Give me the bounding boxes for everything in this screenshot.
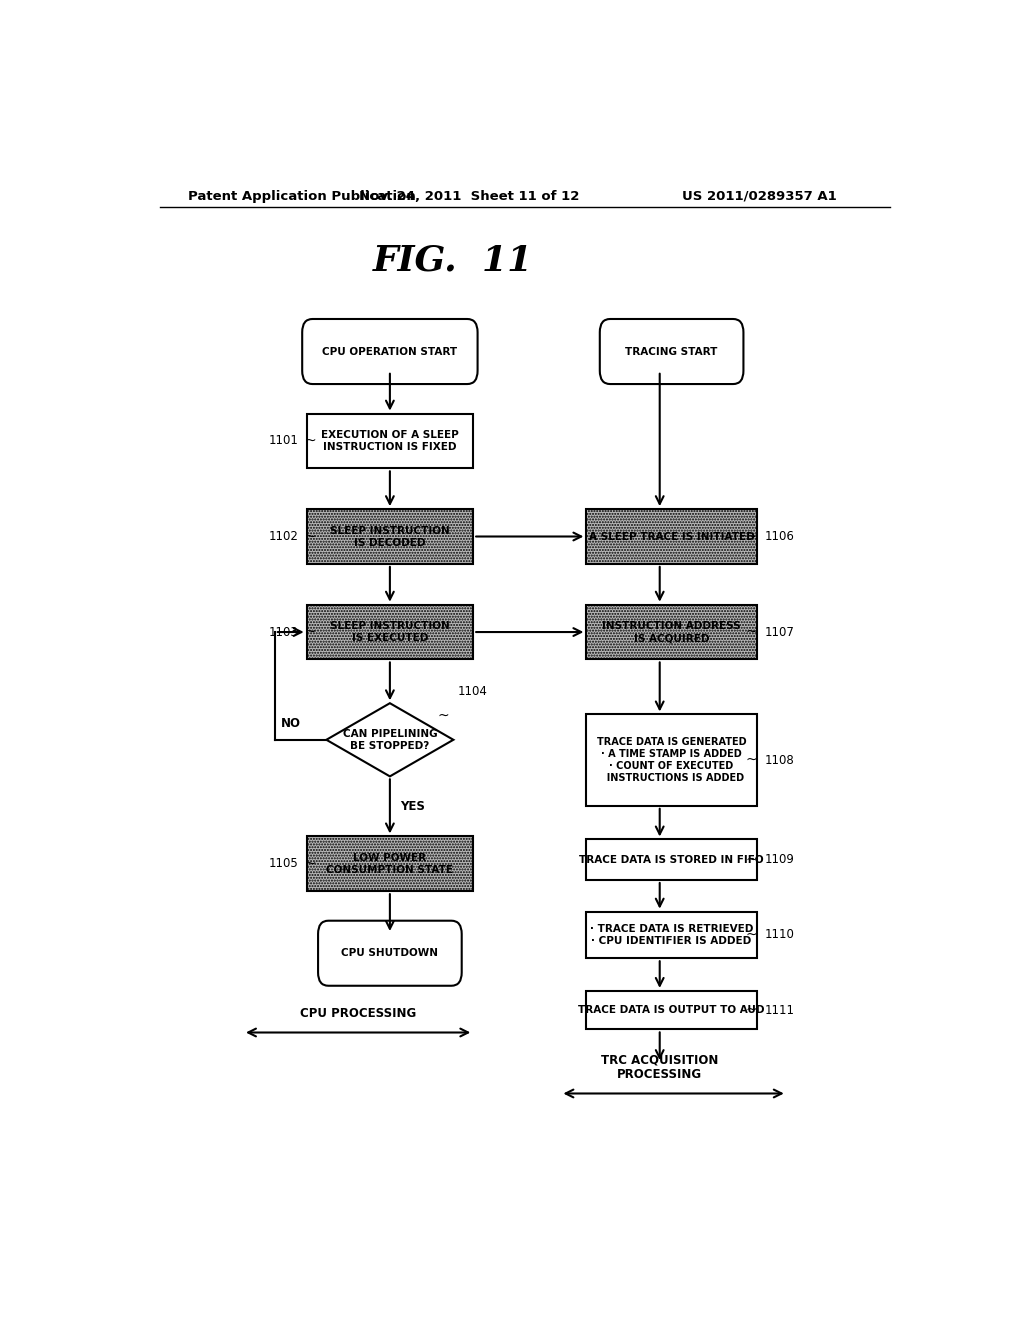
Text: 1109: 1109: [765, 853, 795, 866]
FancyBboxPatch shape: [302, 319, 477, 384]
Text: CPU OPERATION START: CPU OPERATION START: [323, 347, 458, 356]
FancyBboxPatch shape: [587, 840, 757, 880]
Text: ~: ~: [305, 626, 316, 639]
Text: ~: ~: [305, 529, 316, 544]
FancyBboxPatch shape: [306, 837, 473, 891]
FancyBboxPatch shape: [587, 991, 757, 1030]
Text: 1107: 1107: [765, 626, 795, 639]
Text: Patent Application Publication: Patent Application Publication: [187, 190, 416, 202]
FancyBboxPatch shape: [587, 605, 757, 660]
Text: SLEEP INSTRUCTION
IS DECODED: SLEEP INSTRUCTION IS DECODED: [330, 525, 450, 548]
Text: 1106: 1106: [765, 531, 795, 543]
Text: 1110: 1110: [765, 928, 795, 941]
Text: 1102: 1102: [268, 531, 299, 543]
Text: TRACE DATA IS GENERATED
· A TIME STAMP IS ADDED
· COUNT OF EXECUTED
  INSTRUCTIO: TRACE DATA IS GENERATED · A TIME STAMP I…: [597, 737, 746, 783]
Text: US 2011/0289357 A1: US 2011/0289357 A1: [682, 190, 837, 202]
Text: ~: ~: [438, 709, 450, 722]
Text: TRACING START: TRACING START: [626, 347, 718, 356]
FancyBboxPatch shape: [306, 605, 473, 660]
Text: 1105: 1105: [269, 857, 299, 870]
Text: Nov. 24, 2011  Sheet 11 of 12: Nov. 24, 2011 Sheet 11 of 12: [359, 190, 580, 202]
Text: ~: ~: [745, 853, 757, 867]
Text: INSTRUCTION ADDRESS
IS ACQUIRED: INSTRUCTION ADDRESS IS ACQUIRED: [602, 620, 741, 643]
Text: ~: ~: [745, 529, 757, 544]
FancyBboxPatch shape: [587, 510, 757, 564]
FancyBboxPatch shape: [587, 912, 757, 958]
Text: SLEEP INSTRUCTION
IS EXECUTED: SLEEP INSTRUCTION IS EXECUTED: [330, 620, 450, 643]
Text: ~: ~: [745, 754, 757, 767]
Text: 1101: 1101: [268, 434, 299, 447]
Text: 1108: 1108: [765, 754, 795, 767]
Text: CPU SHUTDOWN: CPU SHUTDOWN: [341, 948, 438, 958]
Text: 1111: 1111: [765, 1003, 795, 1016]
Text: ~: ~: [745, 1003, 757, 1018]
FancyBboxPatch shape: [306, 413, 473, 469]
FancyBboxPatch shape: [306, 510, 473, 564]
Text: A SLEEP TRACE IS INITIATED: A SLEEP TRACE IS INITIATED: [589, 532, 755, 541]
Polygon shape: [327, 704, 454, 776]
Text: EXECUTION OF A SLEEP
INSTRUCTION IS FIXED: EXECUTION OF A SLEEP INSTRUCTION IS FIXE…: [321, 430, 459, 451]
Text: ~: ~: [305, 434, 316, 447]
Text: ~: ~: [305, 857, 316, 871]
Text: TRACE DATA IS STORED IN FIFO: TRACE DATA IS STORED IN FIFO: [580, 855, 764, 865]
Text: YES: YES: [400, 800, 425, 813]
Text: NO: NO: [282, 717, 301, 730]
Text: · TRACE DATA IS RETRIEVED
· CPU IDENTIFIER IS ADDED: · TRACE DATA IS RETRIEVED · CPU IDENTIFI…: [590, 924, 754, 946]
Text: ~: ~: [745, 626, 757, 639]
FancyBboxPatch shape: [318, 921, 462, 986]
Text: CPU PROCESSING: CPU PROCESSING: [300, 1007, 417, 1020]
Text: TRC ACQUISITION
PROCESSING: TRC ACQUISITION PROCESSING: [601, 1053, 719, 1081]
Text: 1103: 1103: [269, 626, 299, 639]
Text: ~: ~: [745, 928, 757, 942]
FancyBboxPatch shape: [600, 319, 743, 384]
Text: TRACE DATA IS OUTPUT TO AUD: TRACE DATA IS OUTPUT TO AUD: [579, 1005, 765, 1015]
Text: FIG.  11: FIG. 11: [374, 243, 534, 277]
Text: 1104: 1104: [458, 685, 487, 698]
FancyBboxPatch shape: [587, 714, 757, 805]
Text: LOW POWER
CONSUMPTION STATE: LOW POWER CONSUMPTION STATE: [327, 853, 454, 875]
Text: CAN PIPELINING
BE STOPPED?: CAN PIPELINING BE STOPPED?: [343, 729, 437, 751]
